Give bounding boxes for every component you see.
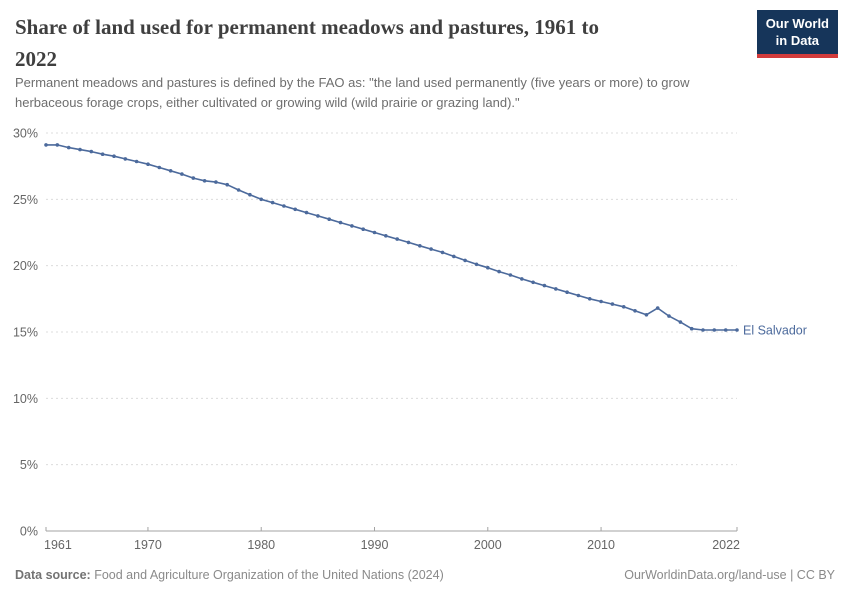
- data-point[interactable]: [531, 280, 535, 285]
- data-point[interactable]: [180, 172, 184, 176]
- owid-logo[interactable]: Our World in Data: [756, 10, 838, 58]
- data-point[interactable]: [100, 152, 105, 156]
- data-point[interactable]: [576, 293, 581, 298]
- data-point[interactable]: [78, 147, 82, 152]
- data-point[interactable]: [644, 313, 649, 317]
- chart-subtitle: Permanent meadows and pastures is define…: [15, 73, 775, 113]
- data-point[interactable]: [542, 283, 547, 288]
- chart-footer: Data source: Food and Agriculture Organi…: [15, 568, 835, 582]
- owid-logo-line-2: in Data: [775, 32, 820, 48]
- data-point[interactable]: [440, 250, 445, 255]
- data-point[interactable]: [621, 305, 626, 309]
- data-point[interactable]: [463, 258, 467, 263]
- subtitle-line-1: Permanent meadows and pastures is define…: [15, 75, 690, 90]
- data-point[interactable]: [168, 169, 173, 173]
- data-point[interactable]: [123, 157, 128, 161]
- x-axis-tick-label: 1990: [361, 538, 389, 552]
- y-axis-tick-label: 25%: [13, 193, 38, 207]
- data-point[interactable]: [304, 210, 309, 215]
- data-point[interactable]: [610, 302, 615, 306]
- subtitle-line-2: herbaceous forage crops, either cultivat…: [15, 95, 520, 111]
- data-point[interactable]: [599, 299, 603, 304]
- y-axis-tick-label: 20%: [13, 259, 38, 273]
- data-point[interactable]: [452, 254, 456, 259]
- data-point[interactable]: [112, 154, 116, 158]
- y-axis-tick-label: 0%: [20, 525, 38, 539]
- x-axis-tick-label: 1980: [247, 538, 275, 552]
- data-point[interactable]: [587, 297, 592, 301]
- data-point[interactable]: [338, 220, 343, 225]
- data-point[interactable]: [418, 244, 422, 248]
- data-point[interactable]: [293, 207, 298, 212]
- data-point[interactable]: [361, 227, 366, 231]
- data-source-label: Data source:: [15, 568, 91, 582]
- data-point[interactable]: [372, 230, 377, 235]
- data-point[interactable]: [214, 180, 218, 184]
- data-point[interactable]: [327, 217, 332, 221]
- data-point[interactable]: [89, 149, 94, 154]
- data-point[interactable]: [146, 162, 150, 166]
- data-point[interactable]: [429, 247, 433, 251]
- data-point[interactable]: [316, 214, 320, 218]
- data-point[interactable]: [259, 197, 264, 202]
- data-point[interactable]: [157, 165, 162, 170]
- title-line-1: Share of land used for permanent meadows…: [15, 15, 599, 39]
- data-point[interactable]: [270, 200, 275, 205]
- data-point[interactable]: [633, 309, 637, 313]
- data-point[interactable]: [723, 328, 728, 332]
- x-axis-tick-label: 2010: [587, 538, 615, 552]
- data-point[interactable]: [134, 159, 139, 164]
- data-source: Data source: Food and Agriculture Organi…: [15, 568, 444, 582]
- owid-logo-line-1: Our World: [765, 16, 829, 31]
- x-axis-tick-label: 2000: [474, 538, 502, 552]
- owid-url-link[interactable]: OurWorldinData.org/land-use | CC BY: [624, 568, 835, 582]
- data-point[interactable]: [384, 234, 388, 238]
- data-point[interactable]: [735, 328, 739, 332]
- data-point[interactable]: [712, 328, 717, 332]
- data-point[interactable]: [678, 320, 683, 324]
- x-axis-tick-label: 1970: [134, 538, 162, 552]
- data-point[interactable]: [406, 240, 411, 245]
- data-point[interactable]: [44, 143, 48, 147]
- data-point[interactable]: [565, 290, 569, 295]
- series-label-el-salvador[interactable]: El Salvador: [743, 324, 807, 338]
- data-point[interactable]: [689, 326, 694, 331]
- y-axis-tick-label: 10%: [13, 392, 38, 406]
- data-point[interactable]: [55, 143, 60, 147]
- data-point[interactable]: [350, 224, 354, 228]
- data-series-line[interactable]: [46, 144, 737, 331]
- data-point[interactable]: [701, 328, 705, 332]
- data-point[interactable]: [520, 277, 524, 281]
- page-title: Share of land used for permanent meadows…: [15, 12, 760, 75]
- data-point[interactable]: [655, 306, 660, 310]
- data-point[interactable]: [554, 287, 558, 291]
- data-point[interactable]: [202, 179, 207, 183]
- data-point[interactable]: [486, 265, 490, 270]
- x-axis-tick-label: 1961: [44, 538, 72, 552]
- y-axis-tick-label: 5%: [20, 458, 38, 472]
- y-axis-tick-label: 30%: [13, 127, 38, 141]
- data-source-text: Food and Agriculture Organization of the…: [94, 568, 444, 582]
- data-point[interactable]: [474, 262, 479, 267]
- data-point[interactable]: [191, 176, 196, 180]
- data-point[interactable]: [66, 145, 71, 150]
- data-point[interactable]: [508, 273, 513, 277]
- x-axis-tick-label: 2022: [712, 538, 740, 552]
- data-point[interactable]: [236, 188, 241, 192]
- data-point[interactable]: [395, 237, 400, 241]
- data-point[interactable]: [497, 269, 501, 274]
- data-point[interactable]: [225, 182, 229, 187]
- data-point[interactable]: [282, 204, 286, 208]
- data-point[interactable]: [667, 314, 671, 318]
- y-axis-tick-label: 15%: [13, 326, 38, 340]
- title-line-2: 2022: [15, 46, 57, 71]
- data-point[interactable]: [248, 192, 252, 197]
